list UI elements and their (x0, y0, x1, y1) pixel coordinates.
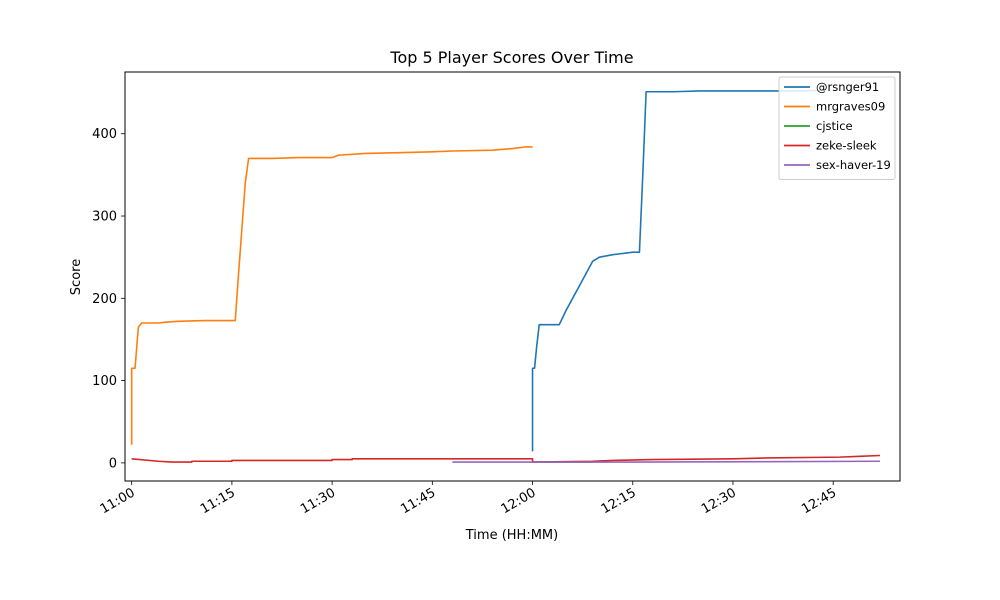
legend-entry: zeke-sleek (816, 139, 877, 153)
x-tick-label: 12:30 (699, 485, 739, 517)
series-line-4 (452, 460, 880, 463)
x-tick-label: 11:15 (198, 485, 238, 517)
y-tick-label: 100 (92, 374, 117, 389)
chart-title: Top 5 Player Scores Over Time (389, 48, 633, 67)
y-tick-label: 400 (92, 127, 117, 142)
x-axis: 11:00 11:15 11:30 11:45 12:00 12:15 12:30 12:45 (98, 481, 839, 517)
legend-entry: sex-haver-19 (816, 158, 891, 172)
x-tick-label: 11:45 (398, 485, 438, 517)
plot-frame (124, 71, 901, 482)
y-axis: 0 100 200 300 400 (92, 127, 125, 471)
x-tick-label: 12:45 (799, 485, 839, 517)
x-tick-label: 12:15 (599, 485, 639, 517)
y-tick-label: 300 (92, 210, 117, 225)
x-axis-label: Time (HH:MM) (465, 528, 558, 543)
series-line-1 (130, 146, 533, 445)
legend-entry: @rsnger91 (816, 80, 879, 94)
y-tick-label: 200 (92, 292, 117, 307)
x-tick-label: 11:00 (98, 485, 138, 517)
plot-area (130, 89, 880, 463)
legend-entry: mrgraves09 (816, 100, 885, 114)
y-tick-label: 0 (109, 456, 117, 471)
series-line-0 (531, 89, 827, 452)
legend-box (778, 76, 896, 180)
legend-entry: cjstice (816, 119, 853, 133)
y-axis-label: Score (69, 259, 84, 295)
series-line-3 (131, 454, 880, 463)
x-tick-label: 11:30 (298, 485, 338, 517)
legend: @rsnger91 mrgraves09 cjstice zeke-sleek sex-… (778, 76, 896, 180)
x-tick-label: 12:00 (499, 485, 539, 517)
